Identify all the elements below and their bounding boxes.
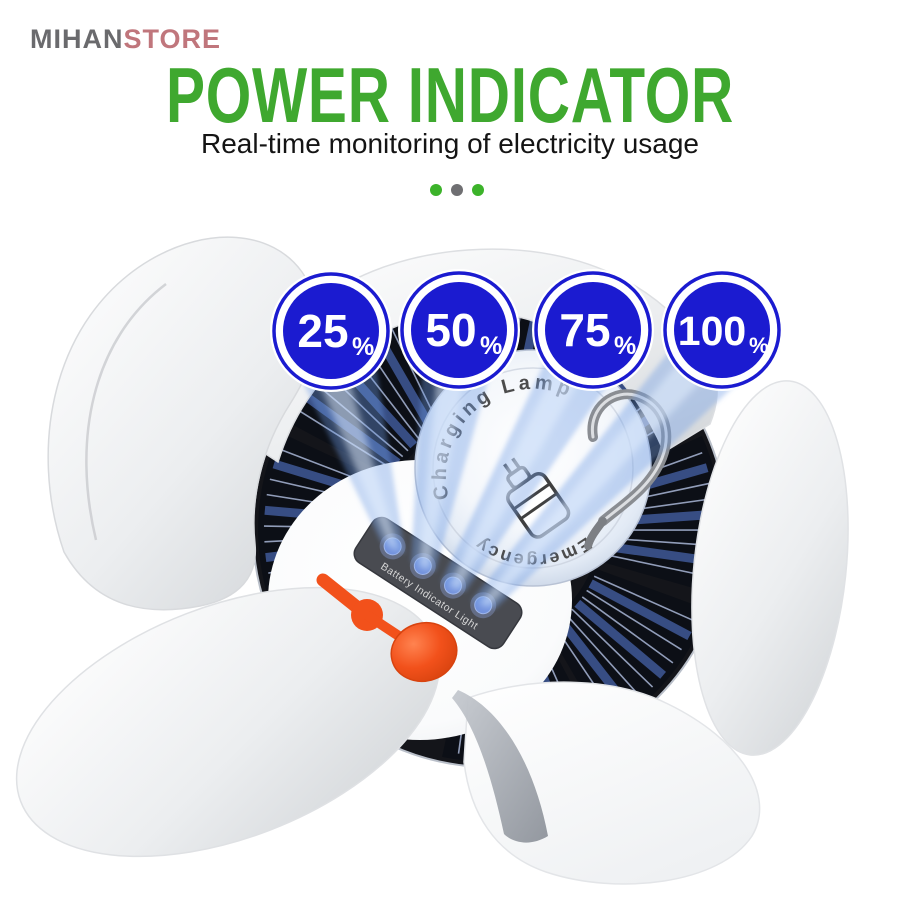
page-title: POWER INDICATOR: [165, 51, 735, 139]
badge-value: 100: [678, 308, 746, 354]
badge-suffix: %: [480, 332, 502, 360]
power-level-badge-50: 50 %: [398, 269, 520, 391]
petal-hinge-shadow: [452, 690, 548, 843]
badge-disc: [283, 283, 379, 379]
badge-disc: [545, 282, 641, 378]
badge-suffix: %: [749, 333, 769, 358]
badge-outer-ring: [663, 271, 781, 389]
badge-value: 25: [297, 305, 348, 357]
badge-suffix: %: [614, 332, 636, 360]
badge-disc: [411, 282, 507, 378]
brand-rose-part: STORE: [123, 24, 222, 54]
power-level-badge-25: 25 %: [270, 270, 392, 392]
brand-gray-part: MIHAN: [30, 24, 124, 54]
light-beam-cores: [305, 336, 730, 607]
port-cover: [316, 573, 458, 683]
dot-gray: [451, 184, 463, 196]
dot-green: [430, 184, 442, 196]
petal-crease: [85, 283, 167, 541]
page-subtitle: Real-time monitoring of electricity usag…: [201, 128, 699, 159]
badge-outer-ring: [400, 271, 518, 389]
badge-value: 75: [559, 304, 610, 356]
store-logo: MIHANSTORE: [30, 24, 221, 55]
badge-disc: [674, 282, 770, 378]
badge-suffix: %: [352, 333, 374, 361]
petal-right: [691, 380, 849, 756]
dots-divider: [430, 184, 484, 196]
badge-outer-ring: [534, 271, 652, 389]
power-level-badge-75: 75 %: [532, 269, 654, 391]
power-level-badge-100: 100 %: [661, 269, 783, 391]
badge-value: 50: [425, 304, 476, 356]
port-cover-cap: [390, 621, 458, 683]
badge-outer-ring: [272, 272, 390, 390]
dot-green: [472, 184, 484, 196]
